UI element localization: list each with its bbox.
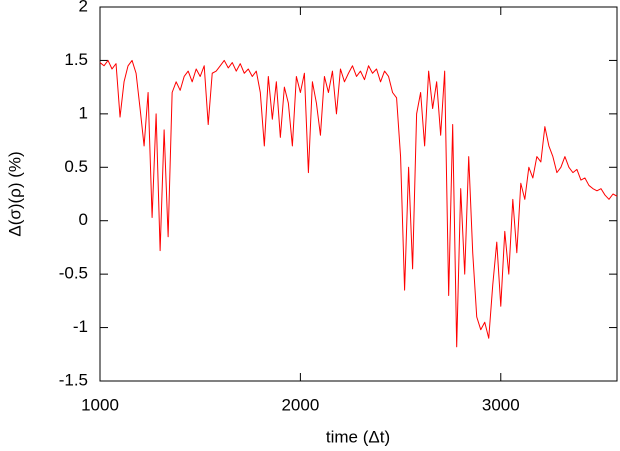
y-tick-label: -0.5 [59, 264, 88, 283]
y-tick-label: -1.5 [59, 370, 88, 389]
y-tick-label: 1.5 [64, 50, 88, 69]
y-tick-label: 0.5 [64, 157, 88, 176]
x-tick-label: 1000 [81, 395, 119, 414]
y-tick-label: -1 [73, 317, 88, 336]
y-tick-label: 2 [79, 0, 88, 15]
y-tick-label: 1 [79, 103, 88, 122]
data-line [99, 59, 618, 348]
x-tick-label: 2000 [281, 395, 319, 414]
y-tick-label: 0 [79, 210, 88, 229]
x-axis-label: time (Δt) [326, 427, 390, 446]
y-axis-label: Δ(σ)(ρ) (%) [5, 151, 24, 236]
plot-frame [99, 6, 618, 382]
x-tick-label: 3000 [482, 395, 520, 414]
